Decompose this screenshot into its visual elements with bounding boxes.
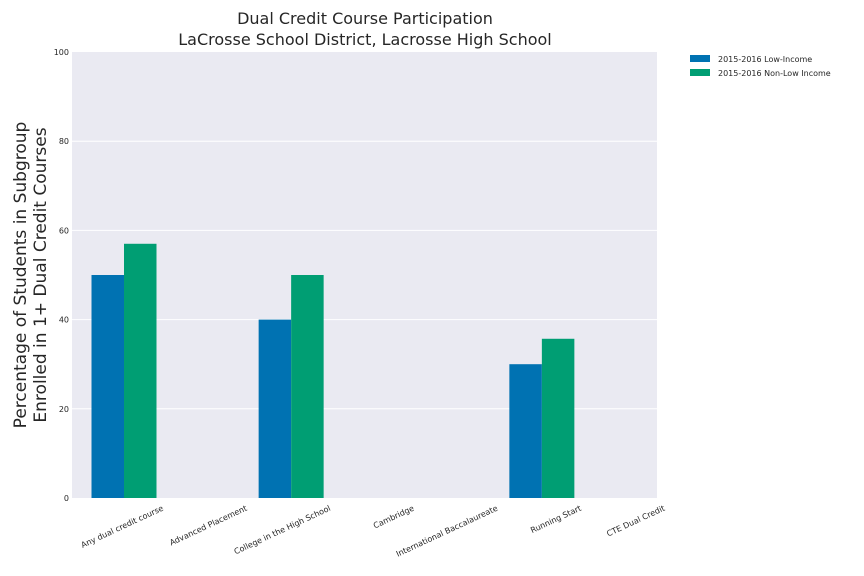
y-tick-label: 20 bbox=[59, 405, 69, 414]
chart-subtitle: LaCrosse School District, Lacrosse High … bbox=[178, 30, 551, 49]
y-tick-label: 0 bbox=[64, 494, 69, 503]
y-axis-ticks: 0 20 40 60 80 100 bbox=[54, 48, 69, 503]
x-tick-label: Any dual credit course bbox=[80, 504, 165, 550]
x-tick-label: Cambridge bbox=[372, 504, 416, 531]
bar-low-income bbox=[91, 275, 124, 498]
y-tick-label: 100 bbox=[54, 48, 69, 57]
bars bbox=[91, 243, 575, 498]
legend-swatch-low-income bbox=[690, 55, 710, 62]
y-tick-label: 60 bbox=[59, 226, 69, 235]
bar-low-income bbox=[258, 319, 292, 498]
bar-low-income bbox=[509, 364, 542, 498]
y-axis-label-line2: Enrolled in 1+ Dual Credit Courses bbox=[31, 127, 51, 422]
y-axis-label-line1: Percentage of Students in Subgroup bbox=[11, 122, 31, 429]
y-tick-label: 40 bbox=[59, 316, 69, 325]
bar-non-low-income bbox=[124, 243, 157, 498]
bar-non-low-income bbox=[541, 338, 575, 498]
x-tick-label: CTE Dual Credit bbox=[605, 504, 666, 539]
x-tick-label: Advanced Placement bbox=[168, 504, 248, 548]
bar-non-low-income bbox=[291, 275, 324, 498]
legend: 2015-2016 Low-Income 2015-2016 Non-Low I… bbox=[690, 55, 831, 78]
chart-title: Dual Credit Course Participation bbox=[237, 9, 493, 28]
y-tick-label: 80 bbox=[59, 137, 69, 146]
x-axis-ticks: Any dual credit course Advanced Placement… bbox=[80, 504, 667, 559]
legend-label-non-low-income: 2015-2016 Non-Low Income bbox=[718, 69, 831, 78]
x-tick-label: Running Start bbox=[529, 504, 583, 535]
legend-label-low-income: 2015-2016 Low-Income bbox=[718, 55, 812, 64]
legend-swatch-non-low-income bbox=[690, 69, 710, 76]
